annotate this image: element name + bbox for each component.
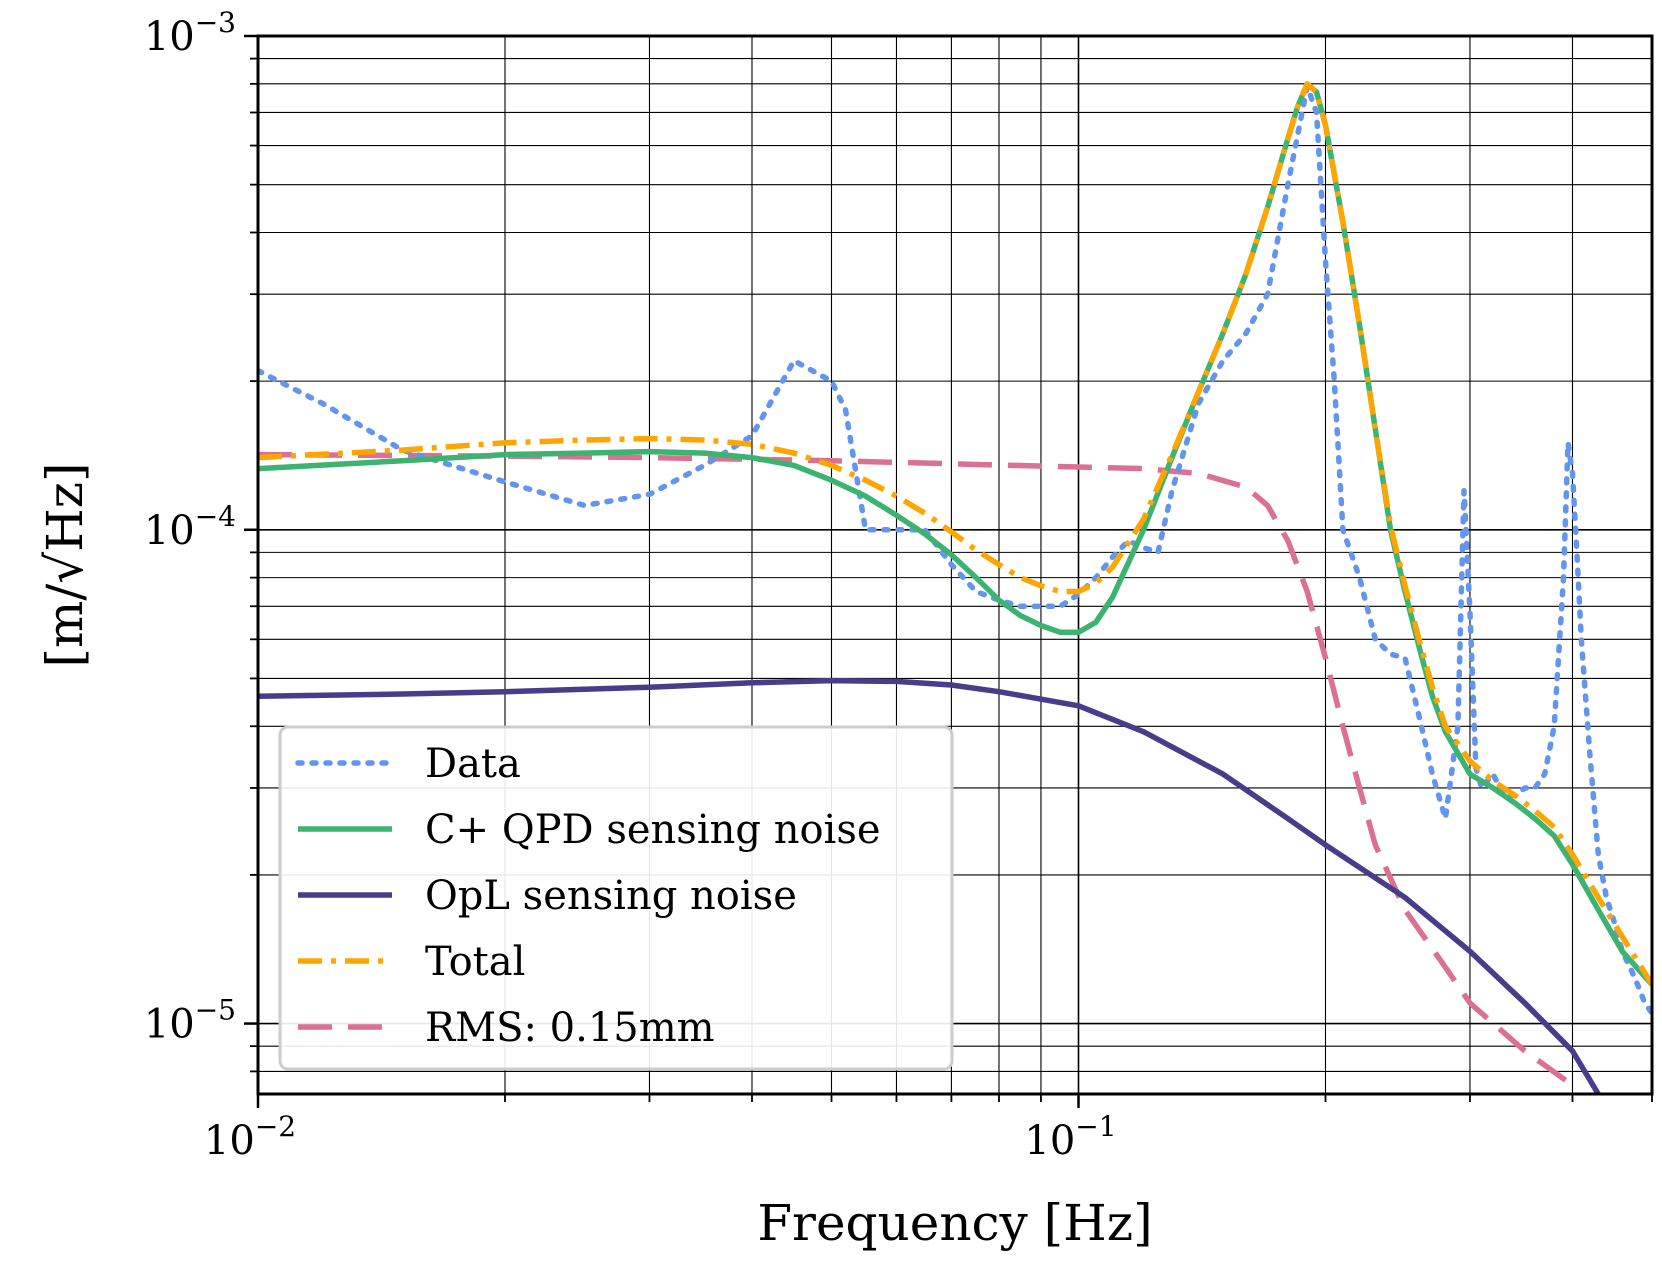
series-line-total <box>258 81 1652 986</box>
y-tick-label: 10−3 <box>144 6 236 60</box>
axis-ticks: 10−2 10−1 10−5 10−4 10−3 <box>144 6 1653 1164</box>
legend: Data C+ QPD sensing noise OpL sensing nois… <box>278 725 954 1071</box>
legend-entry-label: Data <box>425 741 521 787</box>
y-axis-label: [m/√Hz] <box>36 462 94 667</box>
series-layer <box>258 81 1652 1094</box>
legend-entry-label: C+ QPD sensing noise <box>425 807 881 853</box>
x-tick-label: 10−1 <box>1024 1110 1116 1164</box>
series-line-rms-0-15mm <box>258 451 1575 1088</box>
series-line-c-qpd-sensing-noise <box>258 81 1652 987</box>
legend-box <box>278 725 954 1071</box>
series-line-data <box>258 83 1652 1016</box>
y-tick-label: 10−5 <box>144 994 236 1048</box>
plot-frame <box>256 34 1654 1096</box>
legend-entry-label: RMS: 0.15mm <box>425 1005 715 1051</box>
y-tick-label: 10−4 <box>144 500 236 554</box>
x-tick-label: 10−2 <box>204 1110 296 1164</box>
legend-entry-label: OpL sensing noise <box>425 873 797 919</box>
series-line-opl-sensing-noise <box>258 677 1601 1094</box>
x-axis-label: Frequency [Hz] <box>757 1194 1152 1252</box>
legend-entry-label: Total <box>425 939 525 985</box>
